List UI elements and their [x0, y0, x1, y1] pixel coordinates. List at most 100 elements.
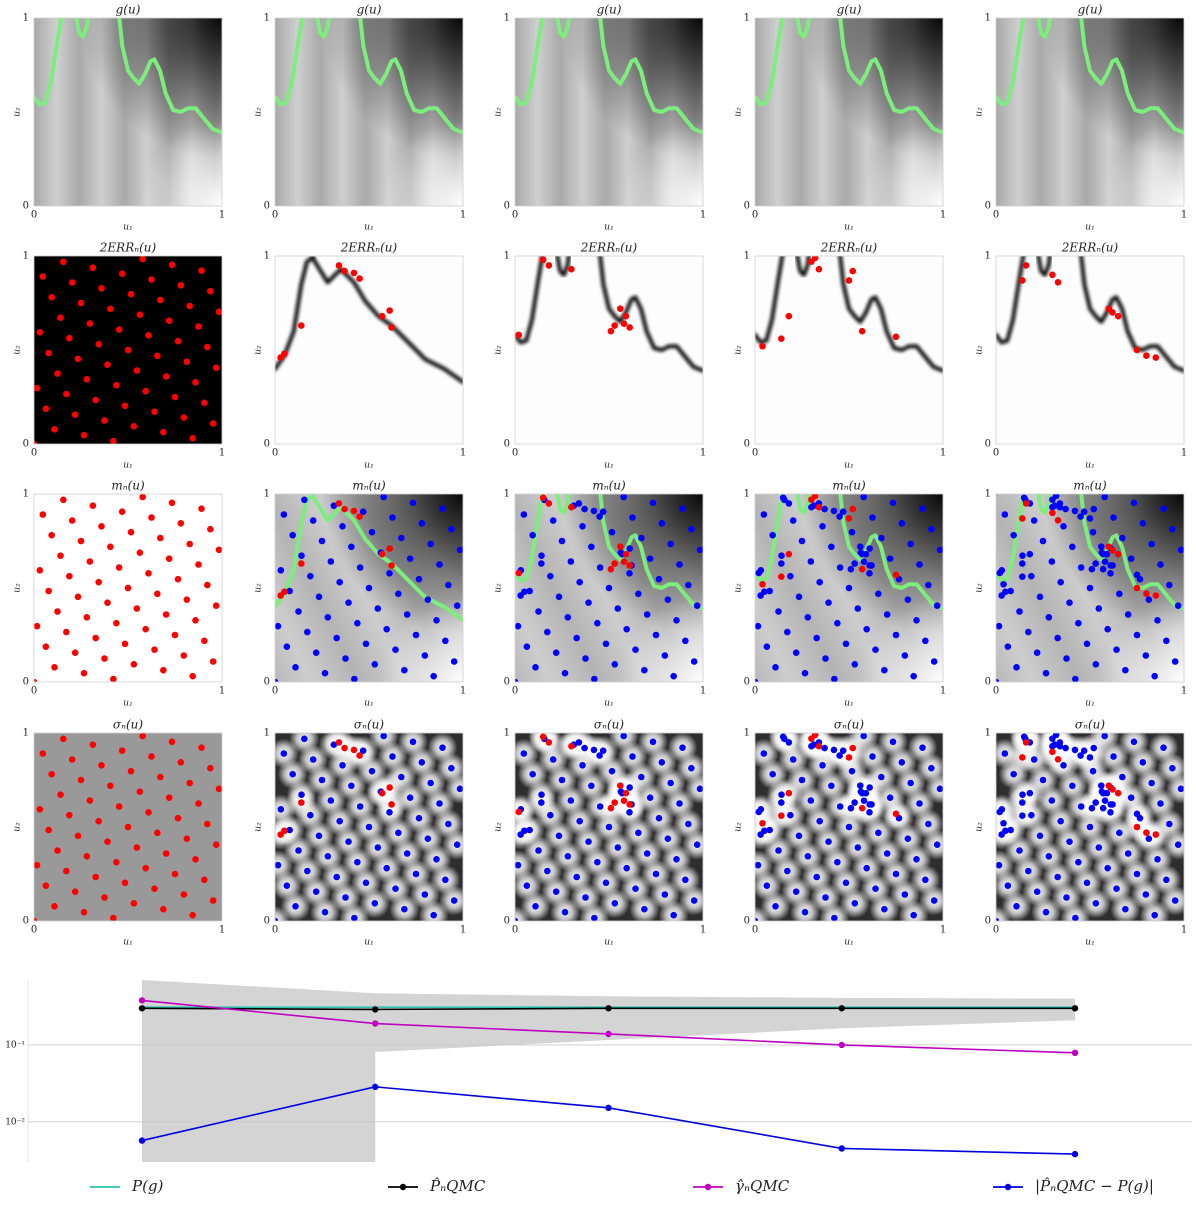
design-point [828, 543, 835, 551]
design-point [392, 885, 399, 892]
design-point [573, 634, 580, 642]
x-tick-label: 0 [272, 210, 278, 221]
design-point [174, 337, 182, 345]
design-point [778, 812, 785, 820]
design-point [295, 608, 302, 615]
design-point [1148, 779, 1155, 787]
panel-title: σₙ(u) [594, 718, 624, 732]
design-point [643, 611, 651, 618]
x-axis-label: u₁ [364, 223, 373, 233]
design-point [89, 264, 97, 271]
variance-glow [444, 773, 463, 804]
design-point [351, 675, 358, 682]
series-marker [838, 1005, 845, 1012]
design-point [1086, 515, 1094, 522]
design-point [646, 555, 654, 562]
design-point [875, 590, 882, 598]
design-point [638, 534, 645, 542]
legend-label: P̂ₙQMC [429, 1177, 486, 1195]
design-point [552, 649, 560, 656]
boundary-curve [515, 18, 545, 107]
design-point [1086, 823, 1094, 831]
y-tick-label: 0 [744, 201, 750, 212]
legend-marker [704, 1183, 712, 1191]
x-tick-label: 1 [700, 210, 706, 221]
design-point [795, 832, 803, 840]
design-point [807, 558, 815, 565]
design-point [1089, 528, 1097, 536]
panel-frame [514, 255, 704, 445]
boundary-curve [838, 256, 943, 373]
design-point [1166, 820, 1173, 828]
design-point [398, 773, 405, 781]
design-point [834, 619, 841, 627]
design-point [1020, 494, 1028, 502]
boundary-curve [358, 18, 463, 135]
panel-title: σₙ(u) [354, 718, 384, 732]
design-point [380, 494, 387, 501]
design-point [620, 558, 628, 565]
design-point [759, 819, 766, 827]
design-point [54, 370, 61, 377]
design-point [607, 804, 615, 812]
design-point [1077, 803, 1085, 810]
design-point [930, 897, 938, 904]
design-point [1019, 754, 1026, 761]
design-point [151, 408, 158, 415]
design-point [690, 658, 698, 665]
design-point [95, 817, 102, 825]
design-point [836, 803, 844, 810]
design-point [1109, 547, 1116, 554]
design-point [769, 531, 776, 539]
boundary-curve [1036, 494, 1052, 515]
design-point [813, 634, 820, 642]
panel [515, 494, 703, 682]
x-tick-label: 1 [1181, 686, 1187, 697]
y-tick-label: 0 [23, 677, 29, 688]
design-point [121, 640, 129, 648]
design-point [412, 870, 420, 878]
x-tick-label: 0 [752, 925, 758, 936]
panel [275, 18, 463, 206]
design-point [1104, 864, 1111, 872]
design-point [1095, 605, 1103, 612]
design-point [1099, 804, 1107, 812]
legend-marker [1004, 1183, 1012, 1191]
design-point [515, 808, 523, 816]
design-point [564, 853, 572, 860]
design-point [1092, 799, 1099, 806]
design-point [1174, 602, 1182, 609]
design-point [567, 558, 575, 565]
design-point [157, 773, 164, 781]
design-point [834, 858, 841, 866]
design-point [92, 873, 99, 881]
design-point [596, 803, 604, 810]
design-point [658, 759, 666, 766]
design-point [113, 619, 120, 627]
design-point [804, 853, 812, 860]
design-point [1077, 752, 1084, 759]
design-point [1049, 271, 1056, 279]
design-point [350, 269, 358, 277]
y-tick-label: 0 [985, 916, 991, 927]
design-point [1045, 853, 1053, 860]
design-point [555, 593, 563, 601]
design-point [602, 879, 610, 887]
design-point [523, 643, 531, 650]
design-point [622, 312, 630, 320]
design-point [804, 614, 812, 621]
design-point [101, 655, 108, 662]
design-point [611, 560, 618, 567]
design-point [856, 782, 864, 789]
design-point [1151, 672, 1158, 680]
design-point [1036, 832, 1044, 840]
design-point [215, 785, 222, 793]
design-point [845, 823, 853, 831]
design-point [162, 611, 170, 618]
design-point [573, 873, 580, 881]
design-point [95, 578, 102, 586]
design-point [142, 387, 149, 395]
design-point [862, 789, 870, 797]
design-point [1133, 584, 1141, 592]
design-point [388, 562, 395, 569]
